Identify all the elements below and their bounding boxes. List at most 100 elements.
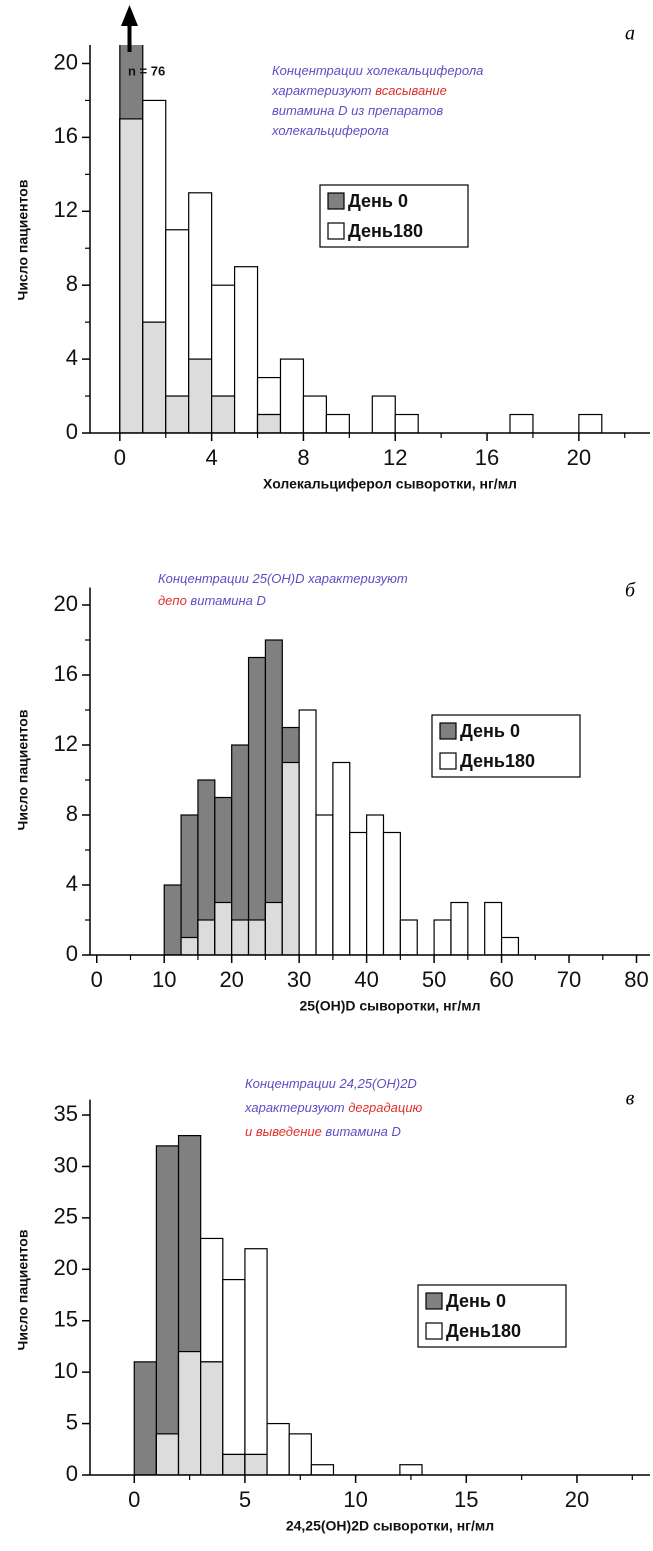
annotation-part: Концентрации 25(OH)D характеризуют: [158, 571, 408, 586]
bar-day180: [279, 358, 305, 433]
bar-day180: [500, 936, 520, 955]
legend-swatch: [425, 1322, 443, 1340]
bar-overlap: [214, 901, 233, 955]
bar-day180: [433, 919, 452, 955]
x-tick-label: 70: [557, 967, 581, 992]
annotation-part: Концентрации холекальциферола: [272, 63, 483, 78]
bar-overlap: [119, 118, 144, 433]
bar-day180: [302, 395, 327, 433]
annotation-part: характеризуют: [271, 83, 375, 98]
legend-swatch: [425, 1292, 443, 1310]
y-tick-label: 5: [66, 1409, 78, 1434]
panel-label: а: [625, 23, 635, 45]
y-tick-label: 8: [66, 801, 78, 826]
bar-day180: [399, 919, 418, 955]
panel-label: в: [626, 1088, 635, 1110]
bars: [133, 1134, 423, 1475]
annotation-part: всасывание: [375, 83, 447, 98]
bar-day180: [325, 413, 350, 433]
bar-day180: [298, 709, 317, 955]
annotation-part: витамина D: [187, 593, 266, 608]
bar-day180: [332, 761, 351, 955]
legend-label: День 0: [446, 1291, 506, 1311]
bar-day180: [509, 413, 534, 433]
legend-label: День180: [446, 1321, 521, 1341]
annotation: и выведение витамина D: [245, 1124, 401, 1139]
annotation-part: витамина D из препаратов: [272, 103, 443, 118]
x-tick-label: 50: [422, 967, 446, 992]
x-axis-label: Холекальциферол сыворотки, нг/мл: [263, 476, 517, 492]
y-tick-label: 8: [66, 271, 78, 296]
y-axis-label: Число пациентов: [15, 1229, 31, 1350]
bar-overlap: [155, 1433, 180, 1475]
legend-swatch: [439, 752, 457, 770]
bar-overlap: [200, 1361, 224, 1475]
bar-day180: [310, 1464, 335, 1475]
annotation: холекальциферола: [271, 123, 389, 138]
annotation: характеризуют всасывание: [271, 83, 447, 98]
annotation-part: витамина D: [322, 1124, 401, 1139]
bar-overlap: [231, 919, 250, 955]
legend-label: День 0: [348, 191, 408, 211]
x-axis-label: 24,25(OH)2D сыворотки, нг/мл: [286, 1518, 494, 1534]
y-tick-label: 20: [54, 591, 78, 616]
x-tick-label: 10: [343, 1487, 367, 1512]
legend-swatch: [439, 722, 457, 740]
bar-overlap: [264, 901, 283, 955]
bar-day180: [315, 814, 334, 955]
y-tick-label: 10: [54, 1358, 78, 1383]
x-tick-label: 0: [114, 445, 126, 470]
legend-swatch: [327, 192, 345, 210]
bar-day180: [222, 1278, 246, 1475]
y-tick-label: 30: [54, 1152, 78, 1177]
y-tick-label: 16: [54, 123, 78, 148]
legend-label: День 0: [460, 721, 520, 741]
x-tick-label: 4: [206, 445, 218, 470]
annotation: Концентрации 25(OH)D характеризуют: [158, 571, 408, 586]
bar-day180: [578, 413, 603, 433]
panel-label: б: [625, 580, 636, 602]
x-tick-label: 10: [152, 967, 176, 992]
x-tick-label: 20: [567, 445, 591, 470]
y-tick-label: 35: [54, 1101, 78, 1126]
bars: [163, 639, 520, 955]
bar-day180: [484, 901, 503, 955]
y-tick-label: 4: [66, 871, 78, 896]
x-tick-label: 0: [128, 1487, 140, 1512]
y-axis-label: Число пациентов: [15, 179, 31, 300]
annotation-part: деградацию: [348, 1100, 422, 1115]
legend-box: [319, 184, 469, 248]
bar-day180: [450, 901, 469, 955]
bar-overlap: [142, 321, 167, 433]
bar-day180: [349, 831, 368, 955]
bar-overlap: [222, 1453, 246, 1475]
y-tick-label: 12: [54, 197, 78, 222]
annotation: витамина D из препаратов: [272, 103, 443, 118]
x-tick-label: 40: [354, 967, 378, 992]
y-tick-label: 20: [54, 1255, 78, 1280]
y-tick-label: 20: [54, 49, 78, 74]
bar-day0: [133, 1361, 158, 1475]
annotation-part: холекальциферола: [271, 123, 389, 138]
y-tick-label: 15: [54, 1307, 78, 1332]
bar-overlap: [197, 919, 216, 955]
legend-box: [431, 714, 581, 778]
annotation-part: Концентрации 24,25(OH)2D: [245, 1076, 417, 1091]
y-tick-label: 25: [54, 1204, 78, 1229]
bar-day180: [399, 1464, 423, 1475]
annotation-part: депо: [158, 593, 187, 608]
bar-day180: [244, 1248, 268, 1475]
bar-day180: [371, 395, 396, 433]
y-tick-label: 12: [54, 731, 78, 756]
bar-overlap: [177, 1350, 202, 1475]
annotation: Концентрации холекальциферола: [272, 63, 483, 78]
bar-overlap: [244, 1453, 268, 1475]
annotation-note: n = 76: [128, 63, 165, 78]
legend-swatch: [327, 222, 345, 240]
legend-label: День180: [460, 751, 535, 771]
bar-overlap: [281, 761, 300, 955]
x-tick-label: 8: [297, 445, 309, 470]
bar-overlap: [247, 919, 267, 955]
x-tick-label: 15: [454, 1487, 478, 1512]
